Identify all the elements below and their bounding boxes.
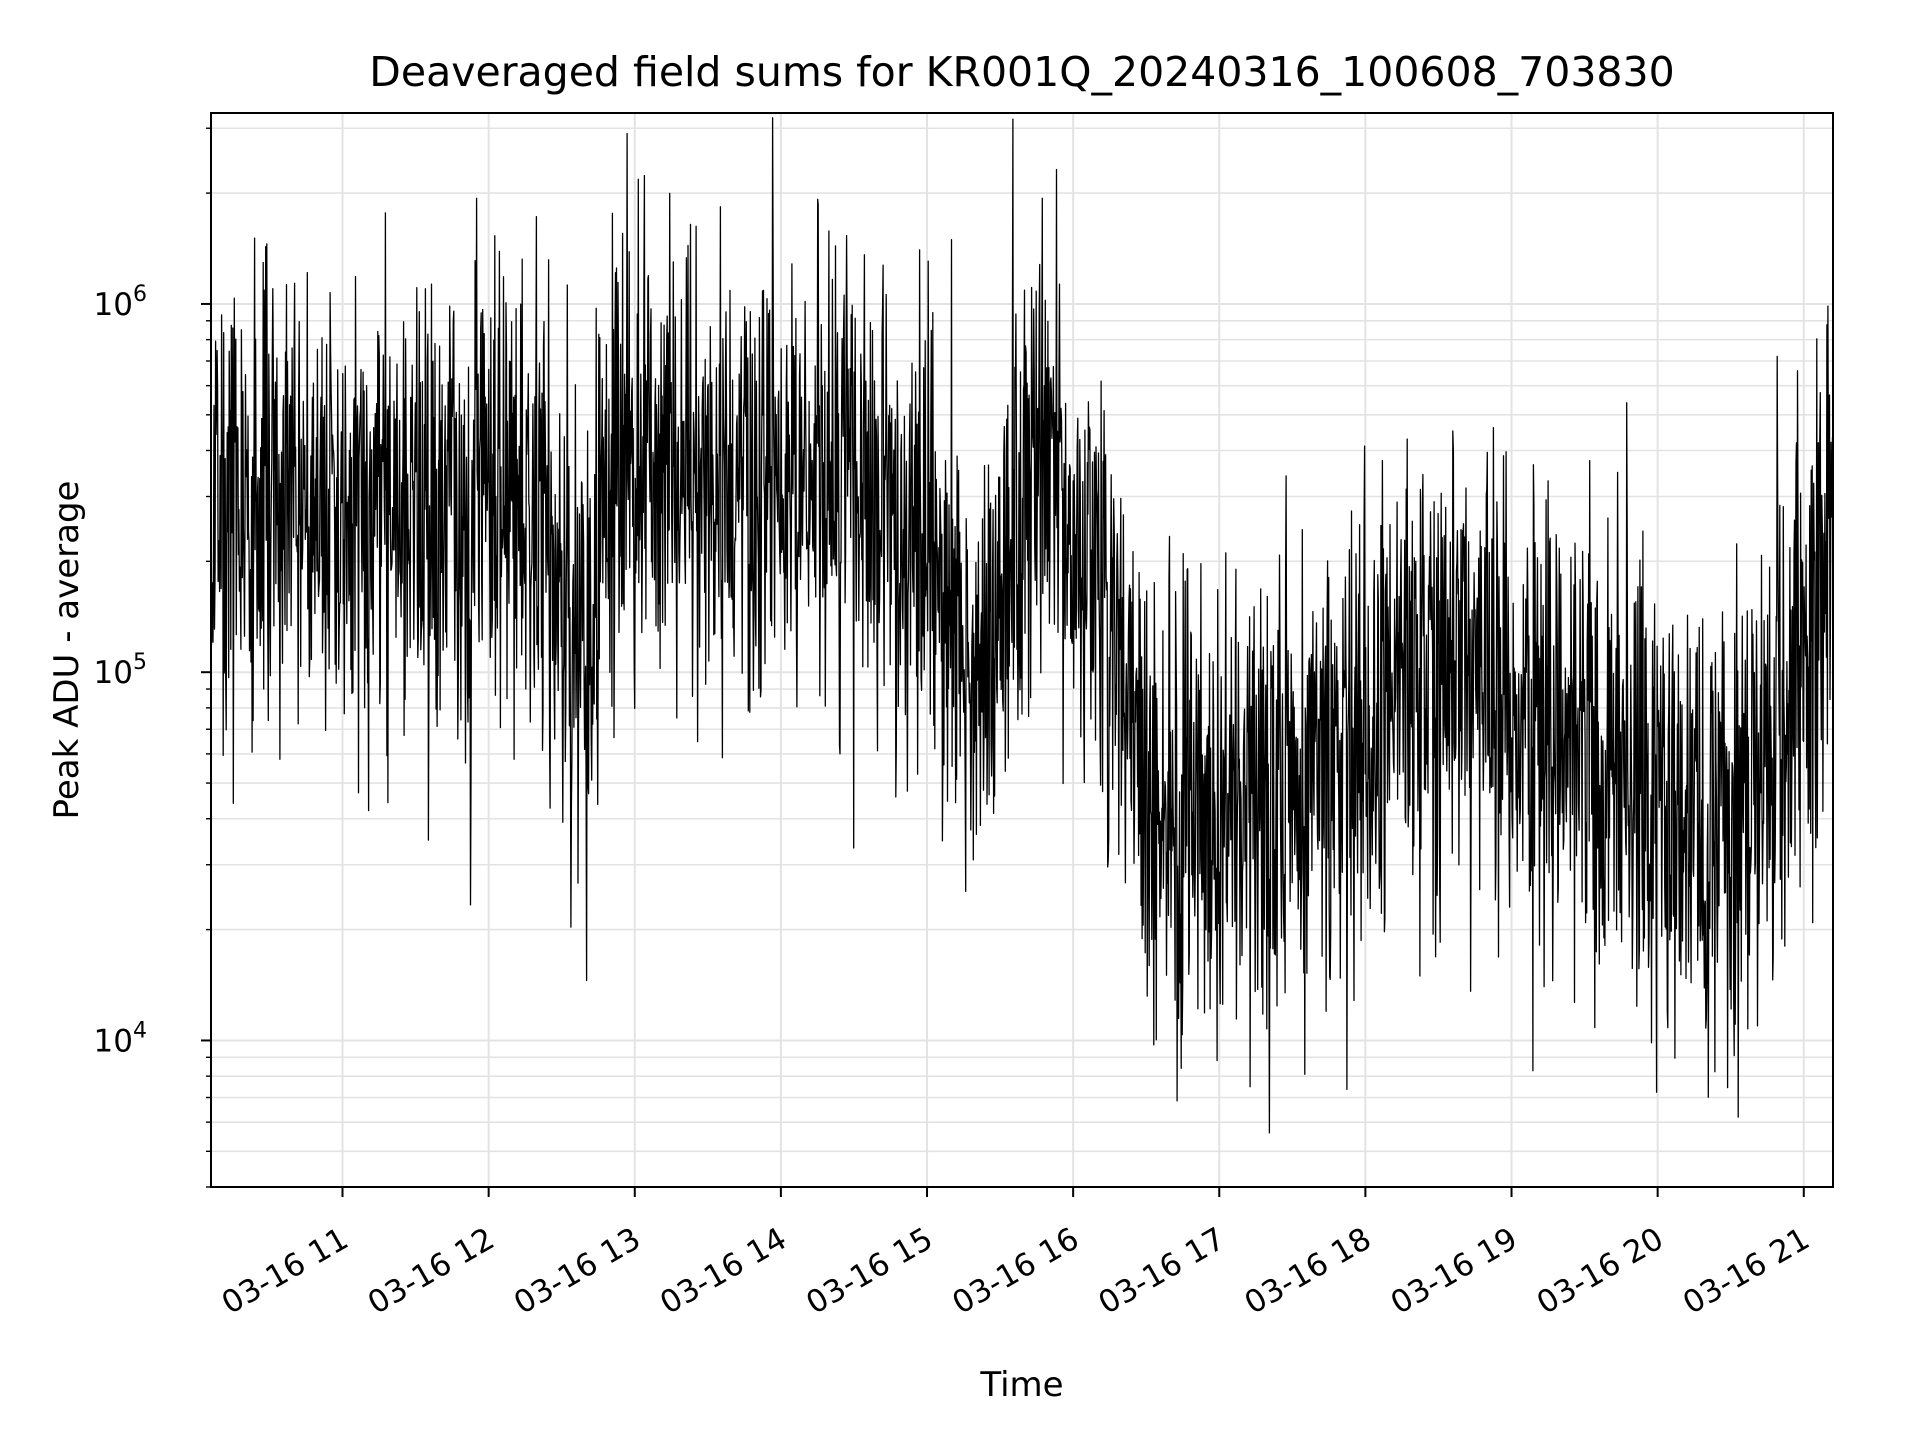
data-series	[210, 117, 1834, 1134]
y-tick-label: 104	[94, 1018, 147, 1059]
y-tick-label: 106	[94, 282, 147, 323]
y-axis-label: Peak ADU - average	[47, 481, 87, 820]
series-line	[210, 117, 1834, 1134]
x-axis-label: Time	[979, 1365, 1063, 1405]
y-tick-label: 105	[94, 650, 147, 691]
y-axis: 104 105 106	[94, 127, 211, 1188]
plot-frame	[210, 112, 1834, 1188]
chart-title: Deaveraged field sums for KR001Q_2024031…	[369, 48, 1674, 96]
